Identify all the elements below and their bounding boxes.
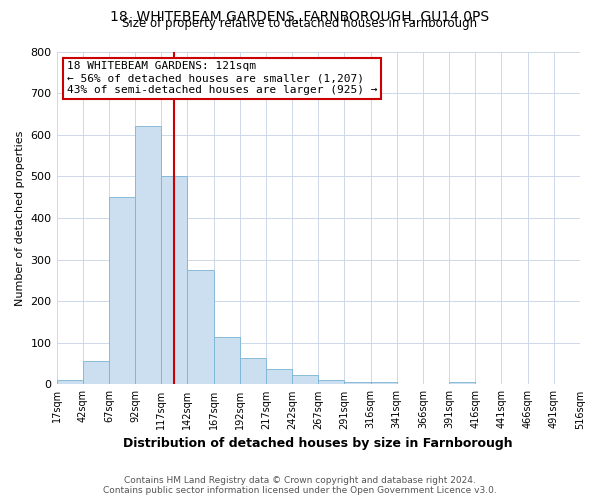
Bar [292, 376, 318, 384]
Text: Size of property relative to detached houses in Farnborough: Size of property relative to detached ho… [122, 18, 478, 30]
Text: 18, WHITEBEAM GARDENS, FARNBOROUGH, GU14 0PS: 18, WHITEBEAM GARDENS, FARNBOROUGH, GU14… [110, 10, 490, 24]
Bar [266, 369, 292, 384]
Bar [161, 176, 187, 384]
Bar [318, 380, 344, 384]
Bar [371, 382, 397, 384]
Bar [56, 380, 83, 384]
Bar [449, 382, 475, 384]
Bar [344, 382, 371, 384]
Text: 18 WHITEBEAM GARDENS: 121sqm
← 56% of detached houses are smaller (1,207)
43% of: 18 WHITEBEAM GARDENS: 121sqm ← 56% of de… [67, 62, 377, 94]
Text: Contains HM Land Registry data © Crown copyright and database right 2024.
Contai: Contains HM Land Registry data © Crown c… [103, 476, 497, 495]
Y-axis label: Number of detached properties: Number of detached properties [15, 130, 25, 306]
Bar [83, 360, 109, 384]
Bar [187, 270, 214, 384]
X-axis label: Distribution of detached houses by size in Farnborough: Distribution of detached houses by size … [124, 437, 513, 450]
Bar [240, 358, 266, 384]
Bar [135, 126, 161, 384]
Bar [214, 336, 240, 384]
Bar [109, 197, 135, 384]
